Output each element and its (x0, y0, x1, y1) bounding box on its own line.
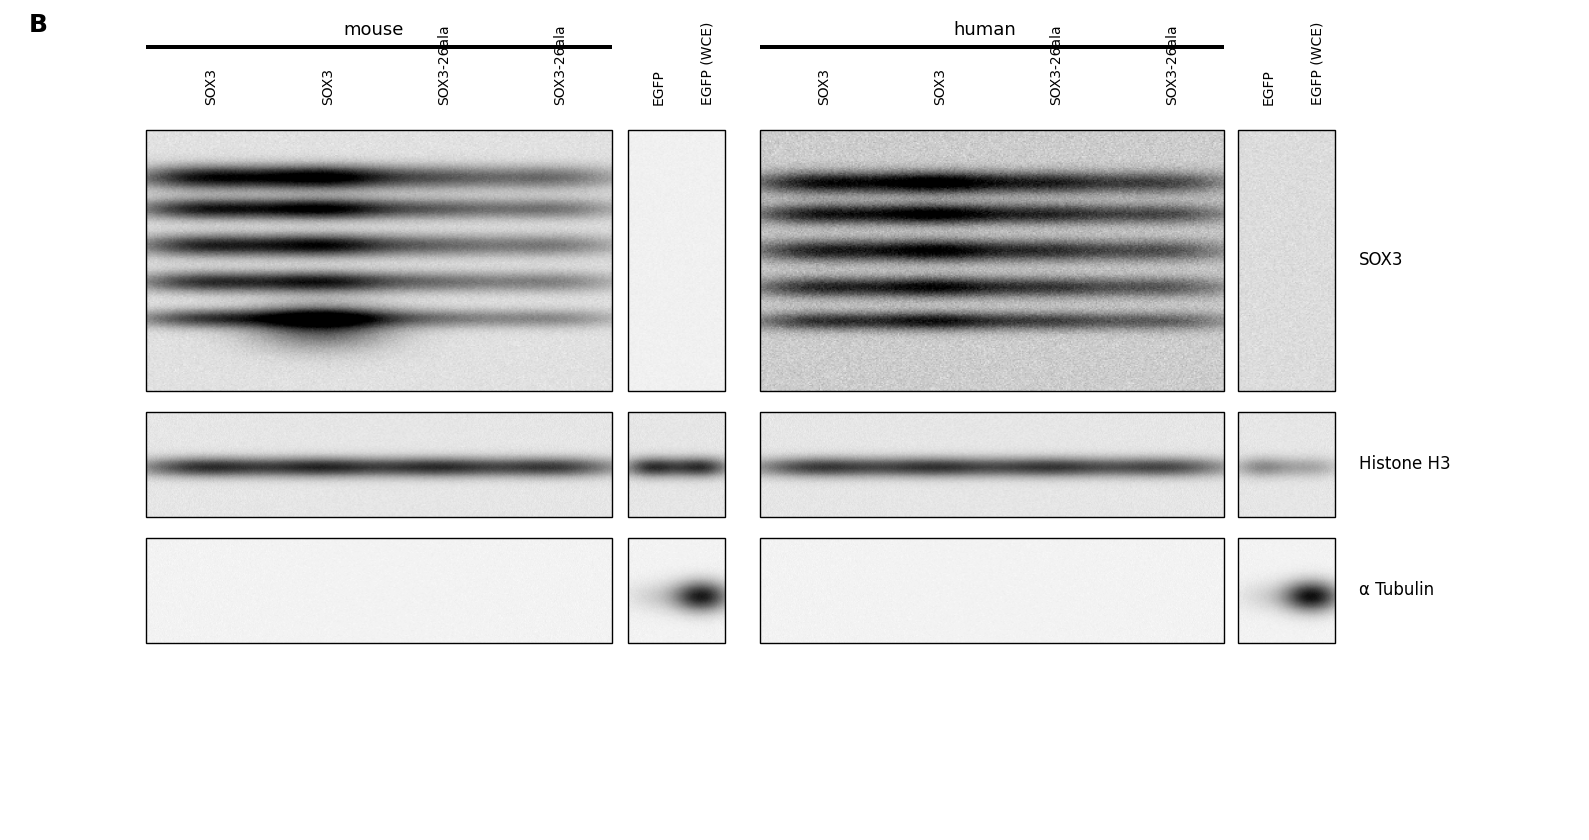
Bar (628, 538, 725, 643)
Text: human: human (953, 21, 1017, 39)
Bar (760, 130, 1224, 391)
Text: SOX3: SOX3 (1359, 251, 1403, 270)
Bar (146, 538, 612, 643)
Bar (628, 412, 725, 517)
Bar (760, 538, 1224, 643)
Text: SOX3: SOX3 (934, 68, 947, 105)
Text: SOX3: SOX3 (817, 68, 831, 105)
Bar (628, 130, 725, 391)
Text: SOX3-26ala: SOX3-26ala (437, 24, 451, 105)
Text: SOX3-26ala: SOX3-26ala (1050, 24, 1063, 105)
Bar (1238, 130, 1335, 391)
Bar (146, 130, 612, 391)
Text: EGFP: EGFP (1262, 69, 1276, 105)
Text: EGFP (WCE): EGFP (WCE) (701, 22, 715, 105)
Bar (146, 412, 612, 517)
Bar (760, 45, 1224, 49)
Bar (146, 45, 612, 49)
Bar (1238, 538, 1335, 643)
Text: mouse: mouse (343, 21, 404, 39)
Text: SOX3: SOX3 (205, 68, 218, 105)
Text: EGFP: EGFP (651, 69, 666, 105)
Text: EGFP (WCE): EGFP (WCE) (1311, 22, 1325, 105)
Text: Histone H3: Histone H3 (1359, 455, 1451, 473)
Bar (760, 412, 1224, 517)
Text: B: B (29, 13, 48, 37)
Text: SOX3-26ala: SOX3-26ala (553, 24, 567, 105)
Text: α Tubulin: α Tubulin (1359, 581, 1433, 599)
Text: SOX3: SOX3 (321, 68, 335, 105)
Bar (1238, 412, 1335, 517)
Text: SOX3-26ala: SOX3-26ala (1166, 24, 1179, 105)
